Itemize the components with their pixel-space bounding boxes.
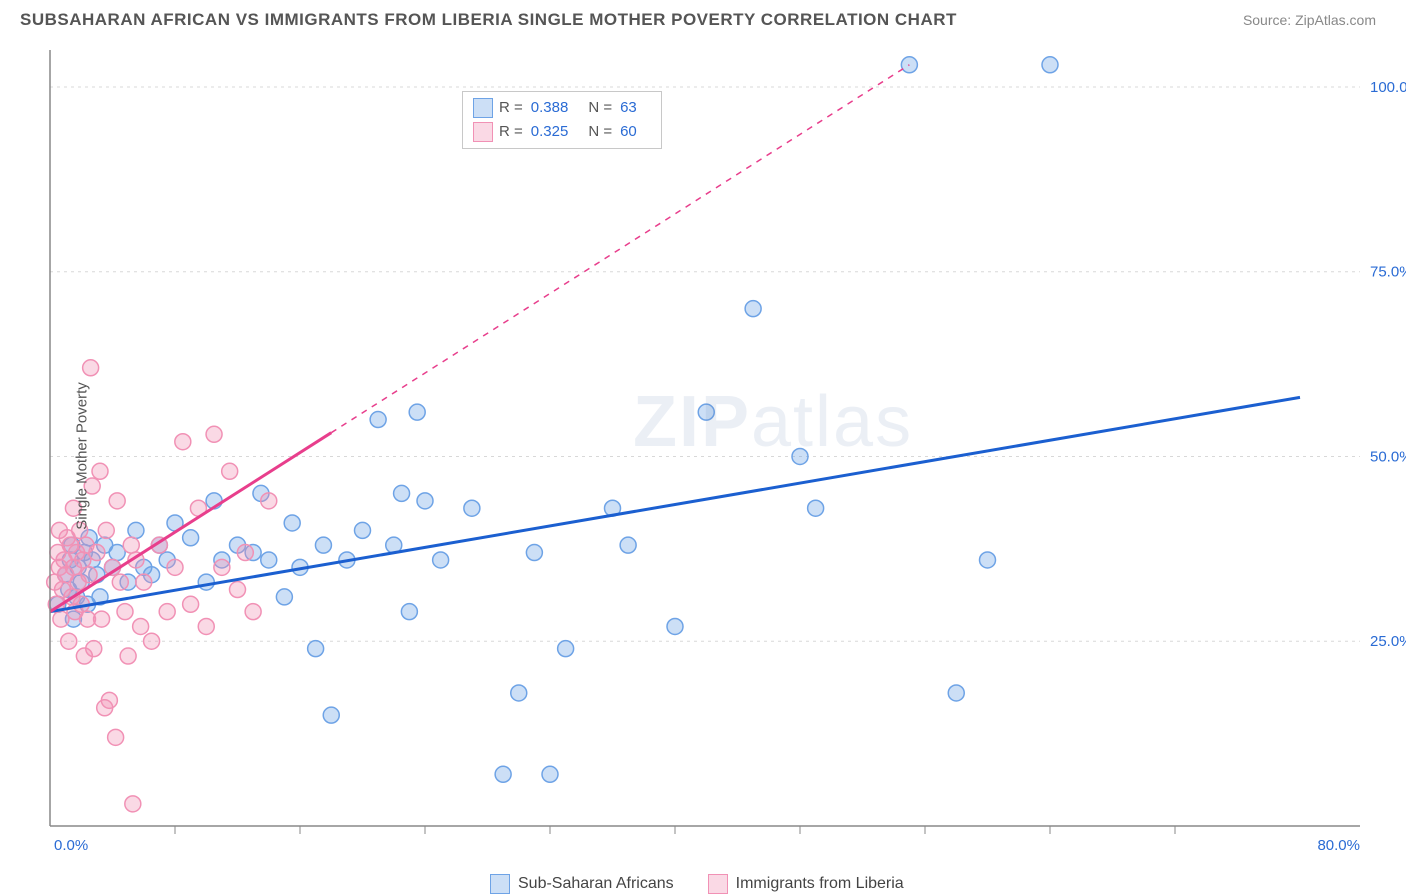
svg-text:0.0%: 0.0%	[54, 837, 88, 854]
n-value: 60	[620, 120, 637, 144]
svg-text:50.0%: 50.0%	[1370, 448, 1406, 465]
chart-header: SUBSAHARAN AFRICAN VS IMMIGRANTS FROM LI…	[0, 0, 1406, 36]
svg-text:100.0%: 100.0%	[1370, 79, 1406, 96]
r-value: 0.325	[531, 120, 569, 144]
legend-item-subsaharan: Sub-Saharan Africans	[490, 874, 674, 894]
svg-text:75.0%: 75.0%	[1370, 264, 1406, 281]
r-label: R =	[499, 120, 523, 144]
n-value: 63	[620, 96, 637, 120]
legend-label: Immigrants from Liberia	[736, 875, 904, 893]
legend-row-liberia: R = 0.325 N = 60	[473, 120, 651, 144]
legend-row-subsaharan: R = 0.388 N = 63	[473, 96, 651, 120]
r-value: 0.388	[531, 96, 569, 120]
chart-source: Source: ZipAtlas.com	[1243, 12, 1376, 28]
chart-area: Single Mother Poverty ZIPatlas 25.0%50.0…	[0, 36, 1406, 876]
svg-text:80.0%: 80.0%	[1317, 837, 1360, 854]
y-axis-label: Single Mother Poverty	[73, 382, 90, 530]
r-label: R =	[499, 96, 523, 120]
n-label: N =	[588, 96, 612, 120]
series-legend: Sub-Saharan Africans Immigrants from Libe…	[490, 874, 904, 894]
legend-swatch-icon	[490, 874, 510, 894]
legend-swatch-icon	[473, 98, 493, 118]
scatter-plot: 25.0% 50.0% 75.0% 100.0% 0.0% 80.0%	[0, 36, 1406, 876]
n-label: N =	[588, 120, 612, 144]
legend-swatch-icon	[708, 874, 728, 894]
legend-swatch-icon	[473, 122, 493, 142]
svg-text:25.0%: 25.0%	[1370, 633, 1406, 650]
legend-label: Sub-Saharan Africans	[518, 875, 674, 893]
correlation-legend: R = 0.388 N = 63 R = 0.325 N = 60	[462, 91, 662, 149]
legend-item-liberia: Immigrants from Liberia	[708, 874, 904, 894]
chart-title: SUBSAHARAN AFRICAN VS IMMIGRANTS FROM LI…	[20, 10, 957, 30]
